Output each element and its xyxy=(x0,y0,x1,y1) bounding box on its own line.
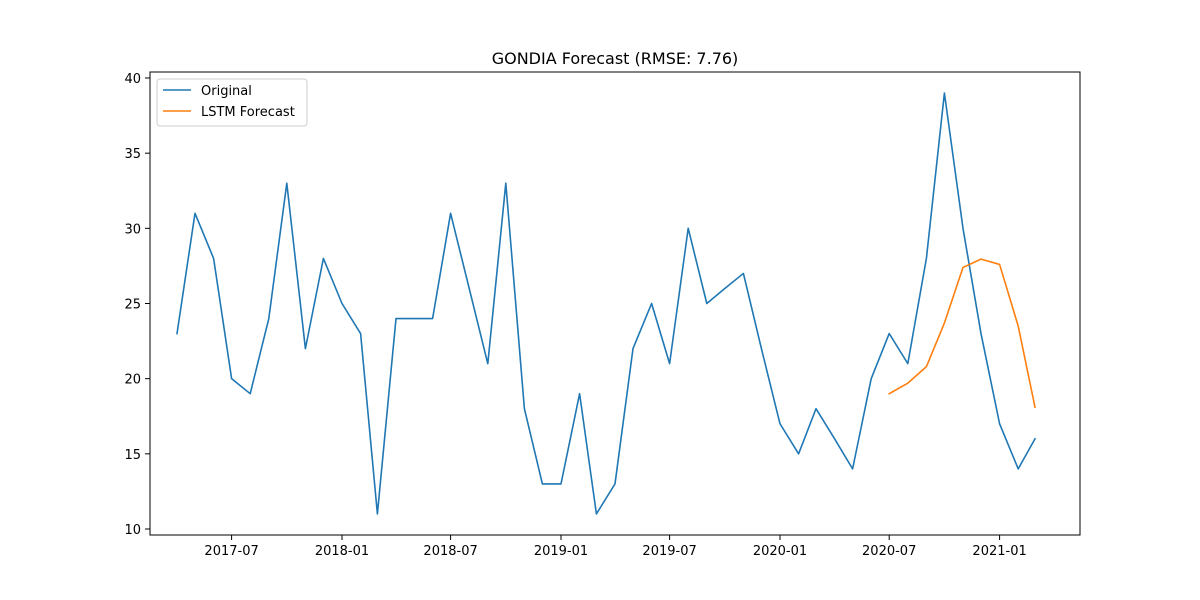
legend-box xyxy=(156,78,308,127)
series-line-original xyxy=(176,92,1037,515)
y-tick-label: 35 xyxy=(124,147,141,162)
x-tick-label: 2020-01 xyxy=(753,544,807,559)
series-line-lstm-forecast xyxy=(888,258,1036,409)
plot-area xyxy=(176,92,1037,515)
y-tick-label: 25 xyxy=(124,298,141,313)
x-tick-label: 2019-01 xyxy=(534,544,588,559)
y-tick-label: 20 xyxy=(124,373,141,388)
x-tick-label: 2018-01 xyxy=(315,544,369,559)
plot-frame xyxy=(149,71,1081,536)
y-tick-label: 10 xyxy=(124,523,141,538)
x-tick-label: 2021-01 xyxy=(972,544,1026,559)
chart-title: GONDIA Forecast (RMSE: 7.76) xyxy=(492,49,739,68)
x-tick-label: 2019-07 xyxy=(642,544,696,559)
axes: 10 15 20 25 30 35 40 2017-07 2018-01 2018-07 2019-… xyxy=(124,72,1026,559)
legend-label: LSTM Forecast xyxy=(201,105,295,120)
x-tick-label: 2017-07 xyxy=(204,544,258,559)
y-tick-label: 40 xyxy=(124,72,141,87)
x-tick-label: 2018-07 xyxy=(423,544,477,559)
x-tick-label: 2020-07 xyxy=(862,544,916,559)
legend-label: Original xyxy=(201,84,252,99)
legend: Original LSTM Forecast xyxy=(156,78,308,127)
y-tick-label: 15 xyxy=(124,448,141,463)
y-tick-label: 30 xyxy=(124,222,141,237)
